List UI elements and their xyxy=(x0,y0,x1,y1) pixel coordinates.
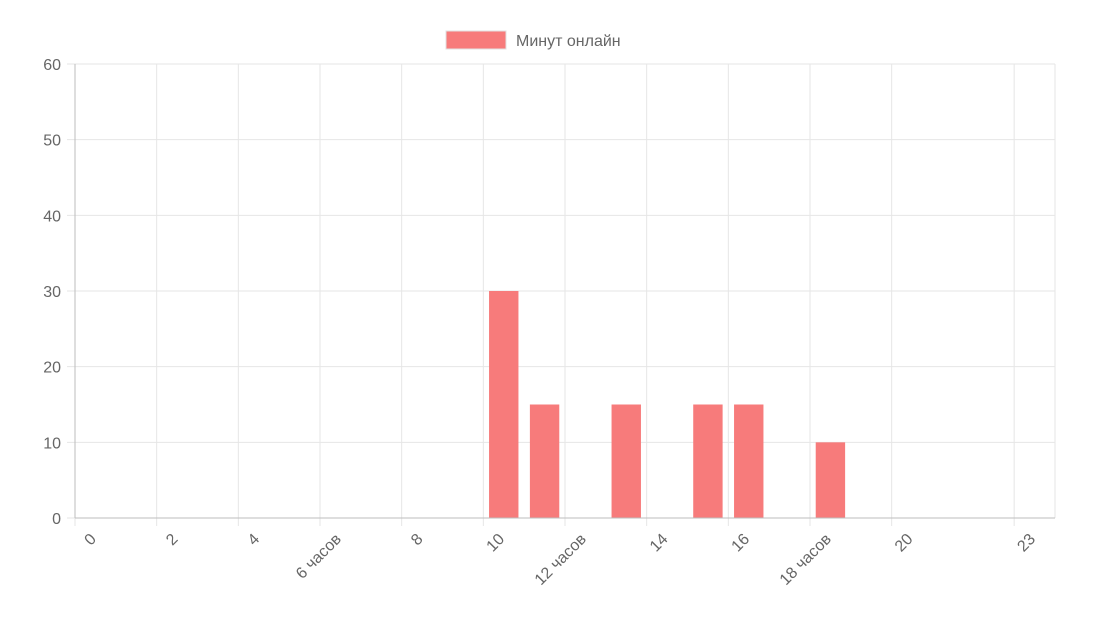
x-tick-label: 10 xyxy=(484,531,509,556)
bar-hour-11[interactable] xyxy=(529,404,560,519)
x-tick-label: 14 xyxy=(647,531,672,556)
x-tick-label: 8 xyxy=(408,531,426,549)
bar-hour-10[interactable] xyxy=(489,291,519,518)
x-tick-label: 16 xyxy=(729,531,754,556)
bars-group xyxy=(489,291,846,519)
bar-hour-15[interactable] xyxy=(693,404,723,519)
legend[interactable]: Минут онлайн xyxy=(445,30,621,50)
grid-lines xyxy=(67,63,1056,526)
bar-hour-13[interactable] xyxy=(611,404,641,519)
bar-hour-16[interactable] xyxy=(734,404,764,519)
x-axis-tick-labels: 0 2 4 6 часов 8 10 12 часов 14 16 18 часов 20 23 xyxy=(82,531,1040,589)
y-tick-label: 0 xyxy=(52,511,61,528)
x-tick-label: 2 xyxy=(163,531,181,549)
x-tick-label: 12 часов xyxy=(532,531,590,589)
x-tick-label: 18 часов xyxy=(777,531,835,589)
y-tick-label: 60 xyxy=(43,57,61,74)
y-tick-label: 10 xyxy=(43,435,61,452)
y-axis-tick-labels: 0 10 20 30 40 50 60 xyxy=(43,57,61,528)
y-tick-label: 40 xyxy=(43,208,61,225)
bar-hour-18[interactable] xyxy=(815,442,846,518)
legend-swatch xyxy=(445,30,507,50)
axes xyxy=(74,64,1055,519)
x-tick-label: 6 часов xyxy=(293,531,345,583)
x-tick-label: 20 xyxy=(892,531,917,556)
y-tick-label: 20 xyxy=(43,360,61,377)
legend-label: Минут онлайн xyxy=(516,33,621,50)
y-tick-label: 30 xyxy=(43,284,61,301)
x-tick-label: 0 xyxy=(82,531,100,549)
y-tick-label: 50 xyxy=(43,133,61,150)
x-tick-label: 23 xyxy=(1014,531,1039,556)
x-tick-label: 4 xyxy=(245,531,263,549)
